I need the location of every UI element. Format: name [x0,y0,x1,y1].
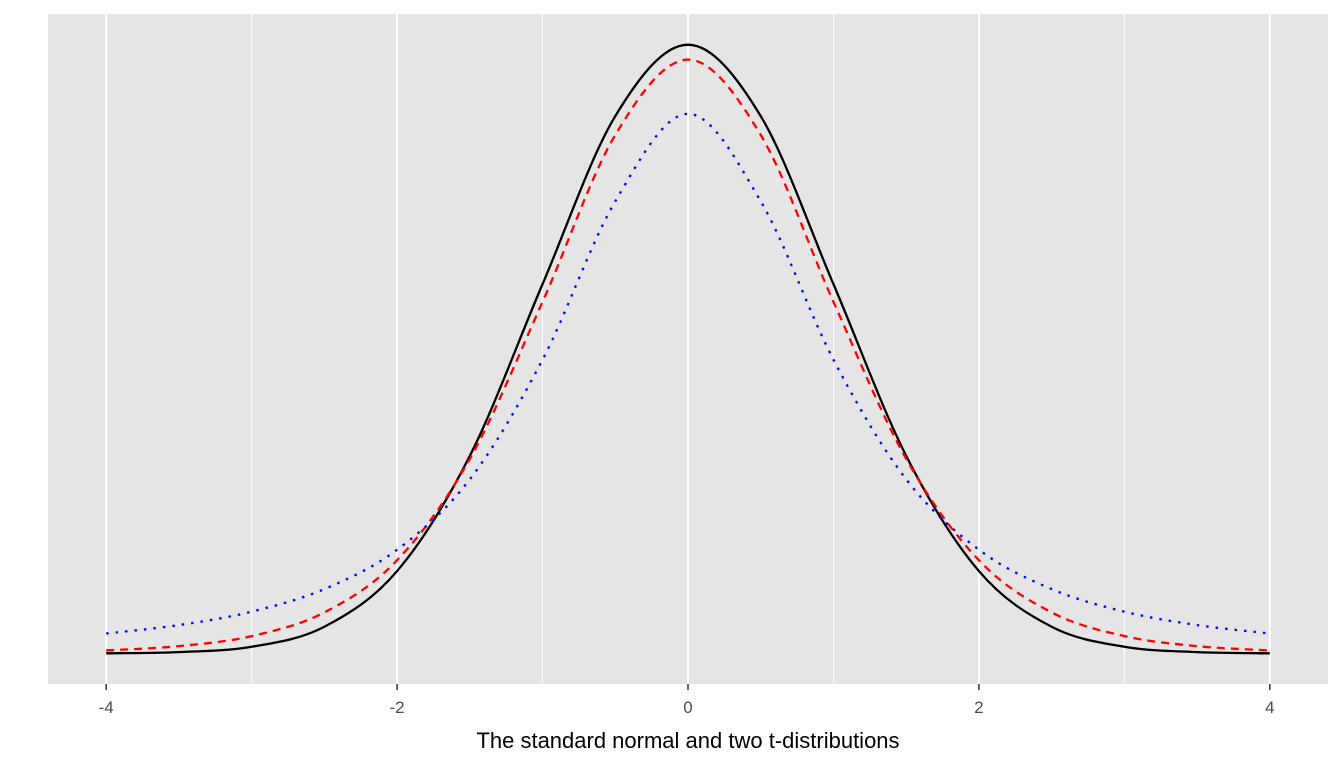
x-tick-label: -2 [390,698,405,717]
x-tick-label: 4 [1265,698,1274,717]
series-line-dotted [106,112,1270,635]
x-axis: -4 -2 0 2 4 [99,684,1275,717]
x-tick-label: 2 [974,698,983,717]
series-line-solid [106,43,1270,655]
series-line-dashed [106,58,1270,652]
series-lines [106,43,1270,655]
x-tick-label: -4 [99,698,114,717]
x-tick-label: 0 [683,698,692,717]
x-axis-title: The standard normal and two t-distributi… [476,728,899,753]
